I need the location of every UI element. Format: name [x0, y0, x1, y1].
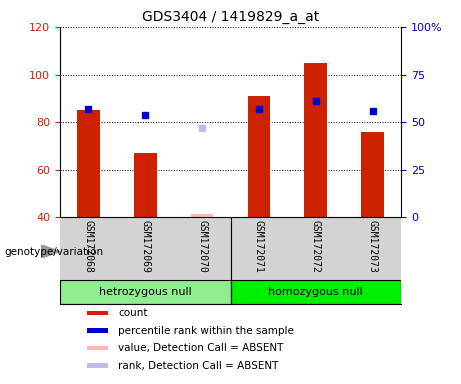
- Bar: [361, 132, 384, 217]
- Bar: [60, 280, 230, 304]
- Bar: [77, 110, 100, 217]
- Text: value, Detection Call = ABSENT: value, Detection Call = ABSENT: [118, 343, 284, 353]
- Bar: [87, 328, 108, 333]
- Bar: [87, 363, 108, 368]
- Text: rank, Detection Call = ABSENT: rank, Detection Call = ABSENT: [118, 361, 278, 371]
- Text: GSM172070: GSM172070: [197, 220, 207, 273]
- Text: count: count: [118, 308, 148, 318]
- Bar: [191, 214, 213, 217]
- Text: GSM172069: GSM172069: [140, 220, 150, 273]
- Text: hetrozygous null: hetrozygous null: [99, 287, 192, 297]
- Text: GSM172068: GSM172068: [83, 220, 94, 273]
- Text: GSM172073: GSM172073: [367, 220, 378, 273]
- Bar: [134, 153, 157, 217]
- Bar: [248, 96, 270, 217]
- Bar: [230, 280, 401, 304]
- Polygon shape: [41, 245, 60, 258]
- Text: genotype/variation: genotype/variation: [5, 247, 104, 257]
- Bar: [87, 346, 108, 351]
- Text: homozygous null: homozygous null: [268, 287, 363, 297]
- Text: GSM172072: GSM172072: [311, 220, 321, 273]
- Title: GDS3404 / 1419829_a_at: GDS3404 / 1419829_a_at: [142, 10, 319, 25]
- Bar: [304, 63, 327, 217]
- Text: GSM172071: GSM172071: [254, 220, 264, 273]
- Text: percentile rank within the sample: percentile rank within the sample: [118, 326, 294, 336]
- Bar: [87, 311, 108, 315]
